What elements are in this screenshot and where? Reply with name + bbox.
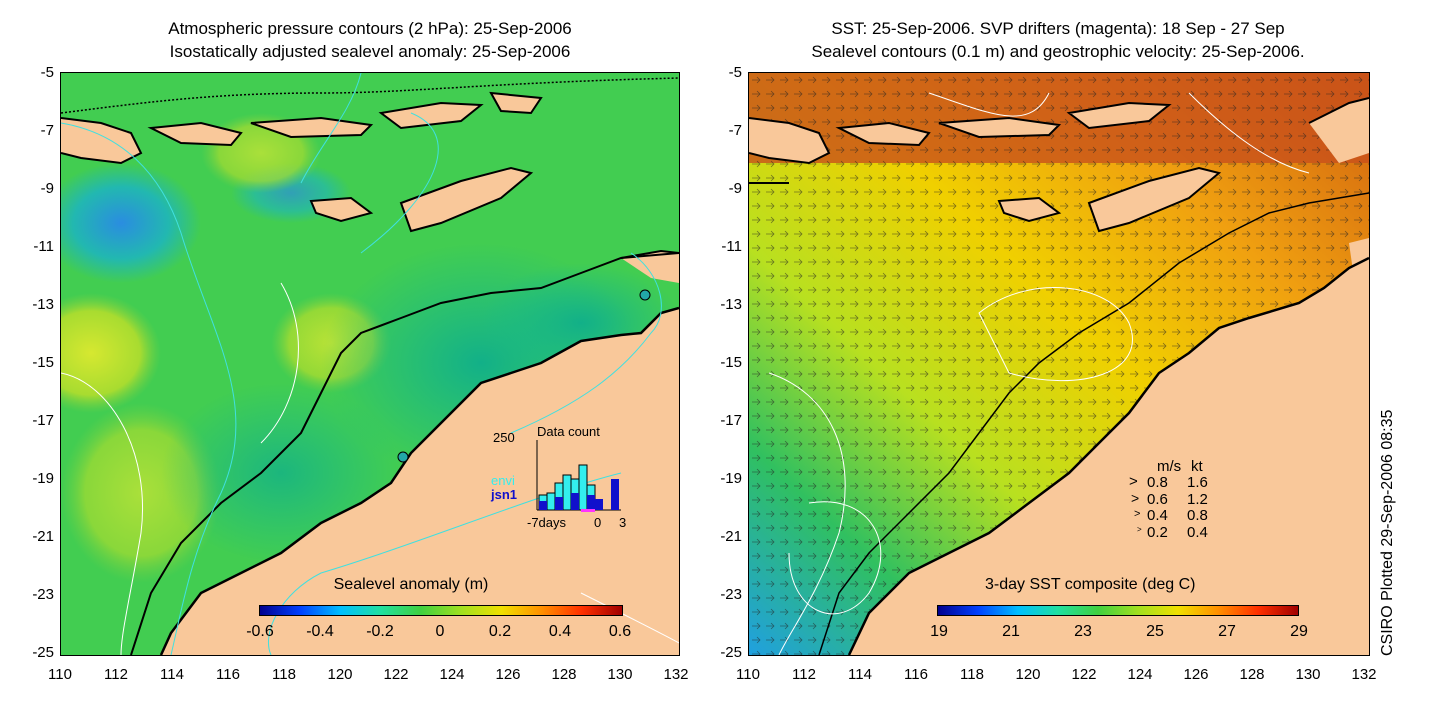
right-colorbar-tick-6: 29 — [1290, 623, 1308, 640]
left-xtick-4: 116 — [216, 666, 240, 683]
speed-legend-kt-3: 0.8 — [1187, 507, 1208, 524]
right-xtick-5: 118 — [960, 666, 984, 683]
right-colorbar-tick-4: 25 — [1146, 623, 1164, 640]
left-xtick-5: 118 — [272, 666, 296, 683]
inset-ymax-label: 250 — [493, 430, 515, 445]
right-colorbar-title: 3-day SST composite (deg C) — [985, 576, 1196, 593]
left-xtick-9: 126 — [495, 666, 521, 683]
left-colorbar-tick-1: -0.6 — [246, 623, 274, 640]
right-xtick-1: 110 — [736, 666, 760, 683]
speed-legend-arrow-3: > — [1134, 508, 1141, 520]
left-title-line2: Isostatically adjusted sealevel anomaly:… — [169, 42, 571, 61]
right-xtick-10: 128 — [1239, 666, 1265, 683]
speed-legend-arrow-4: > — [1137, 525, 1142, 534]
left-ytick-1: -5 — [40, 64, 54, 81]
inset-xlabel-mid: 0 — [594, 515, 602, 530]
right-xtick-9: 126 — [1183, 666, 1209, 683]
left-map-panel: 250 Data count envi jsn1 -7days 0 3 Seal… — [60, 72, 680, 656]
right-title-line2: Sealevel contours (0.1 m) and geostrophi… — [811, 42, 1305, 61]
speed-legend-ms-4: 0.2 — [1147, 524, 1168, 541]
left-ytick-2: -7 — [40, 122, 54, 139]
left-ytick-4: -11 — [33, 238, 54, 255]
right-xtick-6: 120 — [1015, 666, 1041, 683]
inset-legend-jsn1: jsn1 — [491, 487, 518, 502]
plot-credit: CSIRO Plotted 29-Sep-2006 08:35 — [1379, 409, 1396, 656]
speed-legend-header-ms: m/s — [1157, 458, 1182, 475]
sealevel-anomaly-map — [61, 73, 679, 655]
left-colorbar-tick-5: 0.2 — [488, 623, 512, 640]
inset-data-count-chart — [536, 440, 621, 512]
speed-legend-kt-1: 1.6 — [1187, 474, 1208, 491]
sst-map — [749, 73, 1369, 655]
right-ytick-6: -15 — [720, 354, 742, 371]
right-ytick-8: -19 — [720, 470, 742, 487]
right-ytick-9: -21 — [720, 528, 742, 545]
right-ytick-5: -13 — [720, 296, 742, 313]
right-colorbar-tick-2: 21 — [1002, 623, 1020, 640]
right-title-line1: SST: 25-Sep-2006. SVP drifters (magenta)… — [831, 19, 1285, 38]
right-ytick-4: -11 — [721, 238, 742, 255]
speed-legend-arrow-1: > — [1129, 473, 1138, 490]
speed-legend-ms-3: 0.4 — [1147, 507, 1168, 524]
inset-xlabel-left: -7days — [527, 515, 567, 530]
right-ytick-7: -17 — [720, 412, 742, 429]
right-ytick-10: -23 — [720, 586, 742, 603]
left-xtick-11: 130 — [607, 666, 633, 683]
left-title-line1: Atmospheric pressure contours (2 hPa): 2… — [168, 19, 572, 38]
right-ytick-2: -7 — [728, 122, 742, 139]
right-map-panel: m/s kt > 0.8 1.6 > 0.6 1.2 > 0.4 0.8 > 0… — [748, 72, 1370, 656]
left-ytick-10: -23 — [32, 586, 54, 603]
left-xtick-12: 132 — [663, 666, 689, 683]
left-ytick-8: -19 — [32, 470, 54, 487]
left-xtick-1: 110 — [48, 666, 72, 683]
left-colorbar-tick-4: 0 — [435, 623, 445, 640]
right-ytick-11: -25 — [720, 644, 742, 661]
left-ytick-6: -15 — [32, 354, 54, 371]
right-xtick-7: 122 — [1071, 666, 1097, 683]
speed-legend-kt-4: 0.4 — [1187, 524, 1208, 541]
left-xtick-10: 128 — [551, 666, 577, 683]
speed-legend-arrow-2: > — [1131, 490, 1140, 506]
right-colorbar-tick-3: 23 — [1074, 623, 1092, 640]
left-ytick-9: -21 — [32, 528, 54, 545]
left-colorbar-title: Sealevel anomaly (m) — [333, 576, 489, 593]
right-xtick-3: 114 — [848, 666, 872, 683]
right-ytick-1: -5 — [728, 64, 742, 81]
speed-legend-kt-2: 1.2 — [1187, 491, 1208, 508]
right-xtick-11: 130 — [1295, 666, 1321, 683]
left-colorbar — [259, 605, 623, 616]
left-colorbar-tick-2: -0.4 — [306, 623, 334, 640]
left-xtick-7: 122 — [383, 666, 409, 683]
right-colorbar — [937, 605, 1299, 616]
left-ytick-7: -17 — [32, 412, 54, 429]
right-xtick-4: 116 — [904, 666, 928, 683]
left-xtick-3: 114 — [160, 666, 184, 683]
left-xtick-2: 112 — [104, 666, 128, 683]
inset-title: Data count — [537, 424, 600, 439]
speed-legend-ms-1: 0.8 — [1147, 474, 1168, 491]
left-colorbar-tick-7: 0.6 — [608, 623, 632, 640]
right-ytick-3: -9 — [728, 180, 742, 197]
speed-legend-ms-2: 0.6 — [1147, 491, 1168, 508]
left-xtick-8: 124 — [439, 666, 465, 683]
right-xtick-12: 132 — [1351, 666, 1377, 683]
inset-xlabel-right: 3 — [619, 515, 627, 530]
inset-legend-envi: envi — [491, 473, 515, 488]
left-xtick-6: 120 — [327, 666, 353, 683]
left-colorbar-tick-3: -0.2 — [366, 623, 394, 640]
speed-legend-header-kt: kt — [1191, 458, 1203, 475]
right-xtick-2: 112 — [792, 666, 816, 683]
left-colorbar-tick-6: 0.4 — [548, 623, 572, 640]
right-xtick-8: 124 — [1127, 666, 1153, 683]
right-colorbar-tick-1: 19 — [930, 623, 948, 640]
left-ytick-3: -9 — [40, 180, 54, 197]
left-ytick-11: -25 — [32, 644, 54, 661]
left-ytick-5: -13 — [32, 296, 54, 313]
right-colorbar-tick-5: 27 — [1218, 623, 1236, 640]
